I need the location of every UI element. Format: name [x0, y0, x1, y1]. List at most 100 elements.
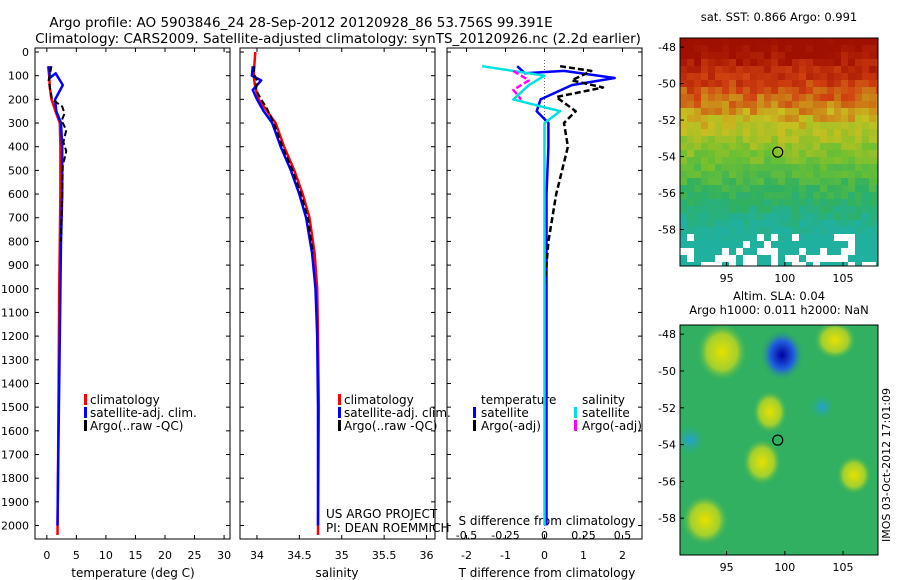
sst-cell: [743, 38, 750, 45]
sst-cell: [715, 80, 722, 87]
sst-cell: [771, 178, 778, 185]
sst-cell: [750, 101, 757, 108]
sst-cell: [771, 52, 778, 59]
sst-cell: [799, 59, 806, 66]
sst-cell: [701, 129, 708, 136]
sst-cell: [708, 122, 715, 129]
legend-t-argo-swatch: [473, 420, 476, 431]
sst-cell: [764, 164, 771, 171]
sst-cell: [729, 199, 736, 206]
sst-cell: [876, 206, 878, 213]
imos-side-label: IMOS 03-Oct-2012 17:01:09: [880, 388, 893, 542]
sst-cell: [771, 206, 778, 213]
legend-climatology-label: climatology: [90, 393, 160, 407]
sst-cell: [855, 136, 862, 143]
sst-cell: [757, 94, 764, 101]
sst-cell: [841, 185, 848, 192]
sst-cell: [785, 45, 792, 52]
sst-cell: [715, 248, 722, 255]
sst-cell: [736, 185, 743, 192]
sst-cell: [785, 52, 792, 59]
sst-cell: [736, 38, 743, 45]
sst-cell: [722, 241, 729, 248]
sst-cell: [736, 262, 743, 266]
sst-cell: [876, 213, 878, 220]
sst-cell: [855, 164, 862, 171]
sst-cell: [701, 45, 708, 52]
sst-cell: [834, 52, 841, 59]
sst-cell: [750, 248, 757, 255]
sst-cell: [862, 164, 869, 171]
sst-cell: [848, 213, 855, 220]
sst-cell: [869, 185, 876, 192]
sst-cell: [862, 122, 869, 129]
sst-cell: [708, 206, 715, 213]
sst-cell: [778, 80, 785, 87]
sst-cell: [841, 101, 848, 108]
sst-cell: [771, 122, 778, 129]
sst-cell: [827, 66, 834, 73]
sst-cell: [743, 45, 750, 52]
sst-cell: [834, 234, 841, 241]
sst-cell: [841, 206, 848, 213]
sst-cell: [722, 178, 729, 185]
sst-cell: [771, 101, 778, 108]
sst-cell: [848, 206, 855, 213]
sst-cell: [869, 255, 876, 262]
sst-cell: [750, 185, 757, 192]
sst-cell: [876, 66, 878, 73]
sst-cell: [862, 101, 869, 108]
sst-cell: [799, 192, 806, 199]
sst-cell: [687, 45, 694, 52]
sst-cell: [876, 59, 878, 66]
sst-cell: [722, 171, 729, 178]
sst-cell: [792, 248, 799, 255]
sst-cell: [764, 192, 771, 199]
sst-cell: [722, 206, 729, 213]
sst-cell: [876, 45, 878, 52]
x-tick-label: 0: [541, 549, 548, 562]
sst-cell: [827, 255, 834, 262]
sst-cell: [778, 59, 785, 66]
sst-cell: [771, 241, 778, 248]
sst-cell: [834, 150, 841, 157]
sst-cell: [855, 87, 862, 94]
sst-cell: [792, 157, 799, 164]
sst-cell: [764, 45, 771, 52]
sst-cell: [792, 199, 799, 206]
sst-cell: [778, 178, 785, 185]
sst-cell: [848, 94, 855, 101]
sst-cell: [813, 129, 820, 136]
sst-cell: [743, 108, 750, 115]
sst-cell: [841, 52, 848, 59]
sst-cell: [715, 87, 722, 94]
sst-cell: [848, 255, 855, 262]
sst-cell: [785, 262, 792, 266]
x-tick-label: 10: [99, 549, 113, 562]
sst-cell: [848, 234, 855, 241]
sst-cell: [687, 66, 694, 73]
salinity-xlabel: salinity: [315, 566, 358, 580]
sst-cell: [869, 248, 876, 255]
sst-cell: [736, 150, 743, 157]
sst-cell: [736, 227, 743, 234]
sst-cell: [813, 150, 820, 157]
sst-cell: [694, 248, 701, 255]
sst-cell: [708, 45, 715, 52]
sst-cell: [862, 199, 869, 206]
sst-cell: [869, 227, 876, 234]
sst-cell: [722, 164, 729, 171]
sst-cell: [869, 192, 876, 199]
sst-cell: [834, 185, 841, 192]
sst-cell: [827, 45, 834, 52]
sst-cell: [708, 199, 715, 206]
sst-cell: [813, 227, 820, 234]
sst-cell: [743, 234, 750, 241]
sst-cell: [722, 248, 729, 255]
sst-cell: [785, 241, 792, 248]
sst-cell: [792, 178, 799, 185]
t-difference-xlabel: T difference from climatology: [458, 566, 636, 580]
sst-cell: [869, 164, 876, 171]
sst-cell: [827, 101, 834, 108]
sst-cell: [771, 66, 778, 73]
